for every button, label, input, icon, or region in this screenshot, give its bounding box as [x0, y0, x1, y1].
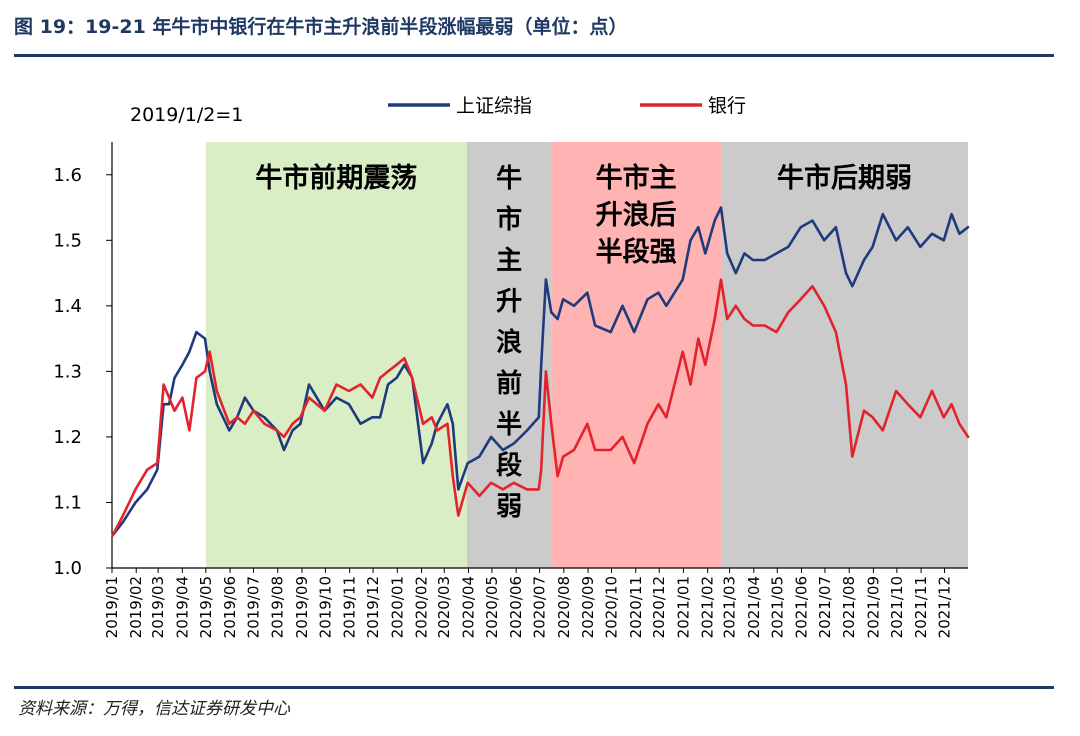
x-tick-label: 2020/09: [579, 576, 597, 638]
x-tick-label: 2020/06: [507, 576, 525, 638]
legend-layer: 上证综指 银行: [388, 95, 746, 117]
region-1: [466, 142, 552, 568]
region-label-0: 牛市前期震荡: [255, 162, 417, 194]
series-layer: [111, 206, 970, 537]
region-label-char: 浪: [496, 327, 522, 358]
x-tick-label: 2021/06: [792, 576, 810, 638]
x-tick-label: 2019/09: [293, 576, 311, 638]
x-tick-label: 2019/01: [103, 576, 121, 638]
title-rule: [14, 54, 1054, 57]
series-line-0: [111, 206, 970, 537]
x-tick-label: 2020/05: [483, 576, 501, 638]
base-note: 2019/1/2=1: [130, 104, 243, 126]
x-tick-label: 2021/10: [888, 576, 906, 638]
x-tick-label: 2019/08: [269, 576, 287, 638]
region-label-3: 牛市后期弱: [777, 162, 912, 194]
x-tick-label: 2019/07: [244, 576, 262, 638]
x-tick-label: 2020/10: [603, 576, 621, 638]
regions-layer: [205, 142, 968, 568]
y-tick-label: 1.0: [53, 558, 82, 579]
x-tick-label: 2021/09: [864, 576, 882, 638]
x-tick-label: 2019/12: [364, 576, 382, 638]
x-tick-label: 2021/02: [699, 576, 717, 638]
x-tick-label: 2019/10: [316, 576, 334, 638]
x-tick-label: 2019/04: [173, 576, 191, 638]
x-tick-label: 2019/02: [127, 576, 145, 638]
x-tick-label: 2020/01: [388, 576, 406, 638]
x-tick-label: 2021/03: [721, 576, 739, 638]
region-3: [720, 142, 968, 568]
x-tick-label: 2020/03: [435, 576, 453, 638]
x-tick-label: 2021/08: [840, 576, 858, 638]
source-note: 资料来源：万得，信达证券研发中心: [18, 699, 290, 719]
y-tick-label: 1.2: [53, 427, 82, 448]
region-label-char: 升: [496, 287, 522, 317]
region-label-char: 弱: [496, 492, 522, 522]
region-label-char: 主: [496, 246, 522, 276]
y-tick-label: 1.4: [53, 296, 82, 317]
x-tick-label: 2019/06: [221, 576, 239, 638]
region-label-char: 牛: [496, 164, 522, 194]
x-tick-label: 2021/01: [674, 576, 692, 638]
x-tick-label: 2019/03: [149, 576, 167, 638]
region-0: [205, 142, 467, 568]
x-tick-label: 2020/08: [555, 576, 573, 638]
x-tick-label: 2021/04: [745, 576, 763, 638]
region-label-line: 半段强: [596, 237, 677, 268]
x-tick-label: 2020/04: [459, 576, 477, 638]
x-tick-label: 2020/02: [413, 576, 431, 638]
x-tick-label: 2019/11: [341, 576, 359, 638]
region-2: [551, 142, 721, 568]
region-label-line: 升浪后: [596, 199, 677, 231]
region-label-char: 半: [496, 410, 522, 440]
source-rule: [14, 686, 1054, 689]
x-tick-label: 2021/07: [816, 576, 834, 638]
x-tick-label: 2021/12: [936, 576, 954, 638]
x-tick-label: 2020/07: [531, 576, 549, 638]
figure-title: 图 19：19-21 年牛市中银行在牛市主升浪前半段涨幅最弱（单位：点）: [14, 16, 628, 38]
region-label-line: 牛市主: [596, 162, 677, 194]
y-tick-label: 1.5: [53, 230, 82, 251]
x-tick-label: 2019/05: [197, 576, 215, 638]
y-tick-label: 1.1: [53, 492, 82, 513]
legend-label-0: 上证综指: [456, 95, 532, 117]
region-label-char: 市: [496, 204, 522, 235]
y-tick-label: 1.3: [53, 361, 82, 382]
x-tick-label: 2021/05: [768, 576, 786, 638]
region-label-char: 段: [496, 450, 522, 481]
legend-label-1: 银行: [708, 95, 746, 117]
x-tick-label: 2021/11: [912, 576, 930, 638]
region-label-char: 前: [496, 368, 522, 399]
x-tick-label: 2020/11: [627, 576, 645, 638]
y-tick-label: 1.6: [53, 165, 82, 186]
series-line-1: [111, 278, 970, 537]
x-tick-label: 2020/12: [650, 576, 668, 638]
